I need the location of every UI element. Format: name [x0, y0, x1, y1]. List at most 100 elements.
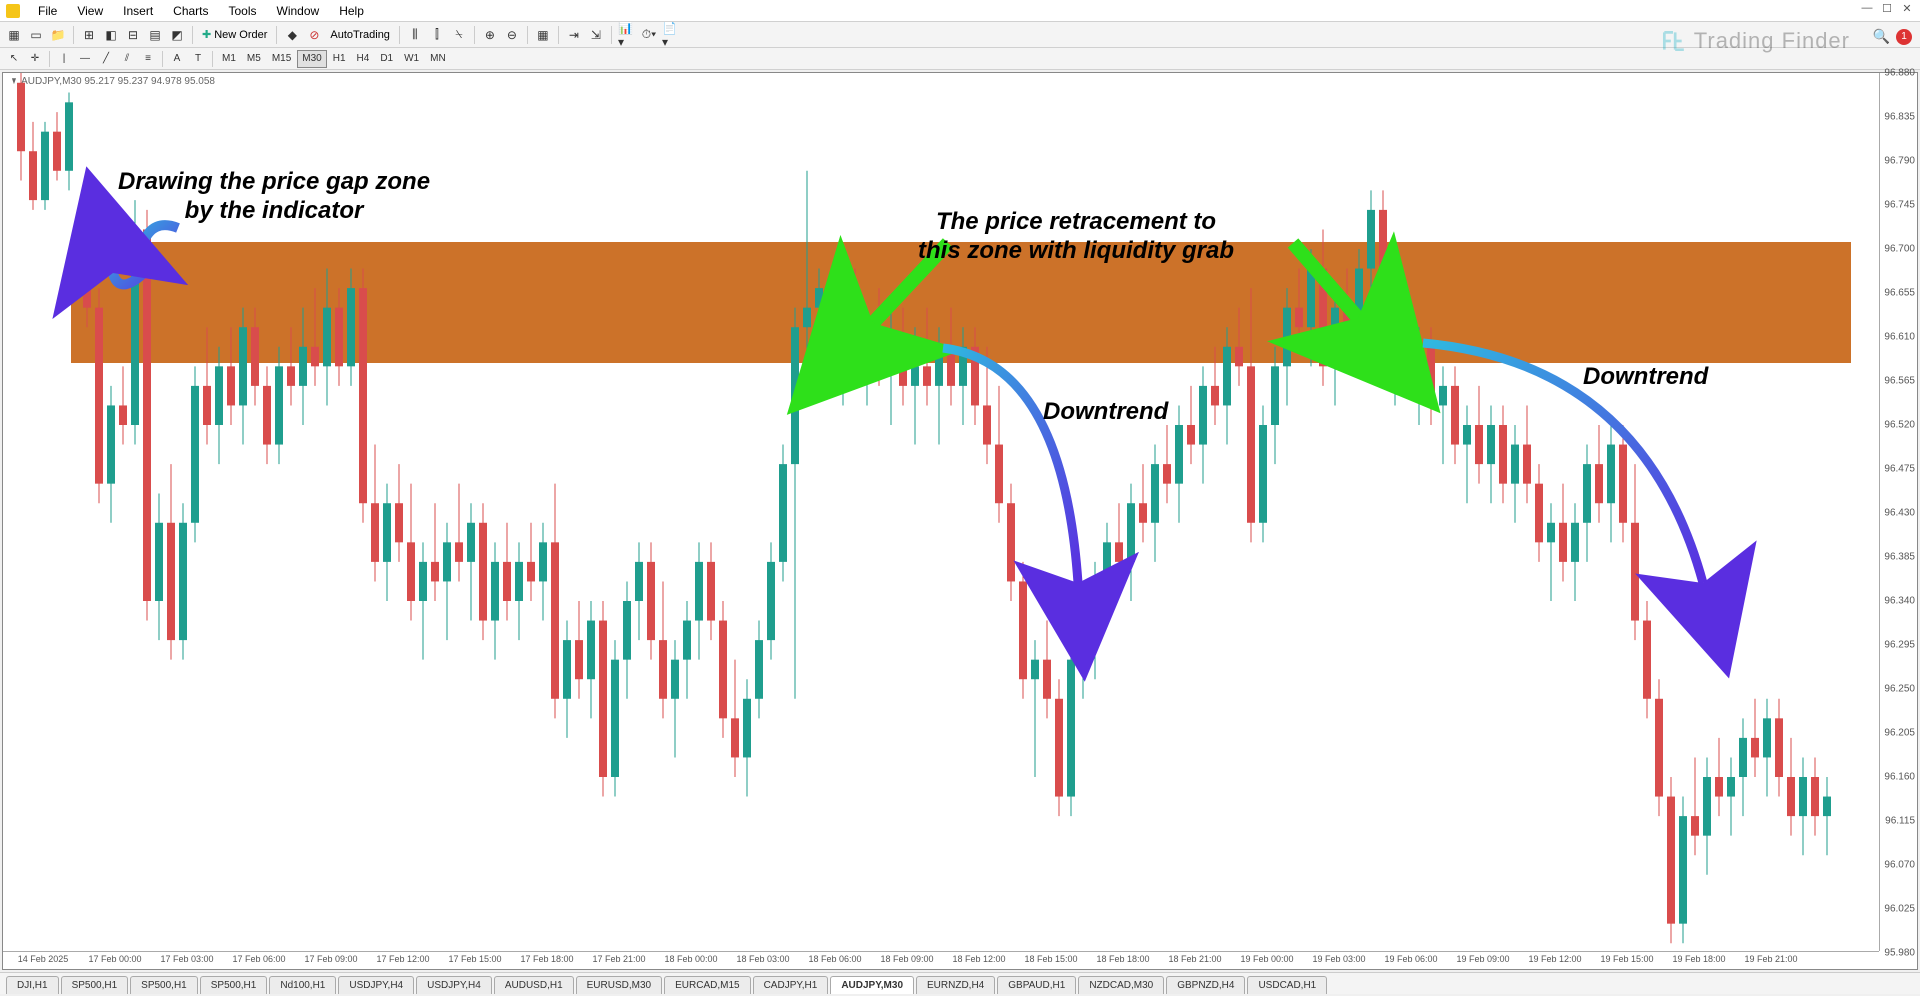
timeframe-m30[interactable]: M30 [297, 50, 326, 68]
menu-tools[interactable]: Tools [219, 4, 267, 18]
xaxis-label: 17 Feb 03:00 [160, 954, 213, 964]
timeframe-m5[interactable]: M5 [242, 50, 266, 68]
xaxis-label: 17 Feb 15:00 [448, 954, 501, 964]
logo-icon [1660, 28, 1686, 54]
profiles-icon[interactable]: ▭ [26, 25, 46, 45]
menu-file[interactable]: File [28, 4, 67, 18]
maximize-button[interactable]: ☐ [1880, 2, 1894, 15]
chart-tab[interactable]: USDCAD,H1 [1247, 976, 1327, 994]
menu-view[interactable]: View [67, 4, 113, 18]
annotation-downtrend-2: Downtrend [1583, 363, 1708, 392]
xaxis-label: 18 Feb 21:00 [1168, 954, 1221, 964]
zoom-in-icon[interactable]: ⊕ [480, 25, 500, 45]
timeframe-h1[interactable]: H1 [328, 50, 351, 68]
chart-canvas[interactable]: Drawing the price gap zoneby the indicat… [3, 73, 1879, 951]
annotation-gap-zone: Drawing the price gap zoneby the indicat… [118, 168, 430, 226]
strategy-tester-icon[interactable]: ◩ [167, 25, 187, 45]
header-right: 🔍 1 [1873, 28, 1912, 45]
main-toolbar: ▦ ▭ 📁 ⊞ ◧ ⊟ ▤ ◩ ✚New Order ◆ ⊘ AutoTradi… [0, 22, 1920, 48]
drawing-toolbar: ↖ ✛ | — ╱ ⫽ ≡ A T M1M5M15M30H1H4D1W1MN [0, 48, 1920, 70]
vline-icon[interactable]: | [54, 50, 74, 68]
yaxis-label: 96.700 [1884, 244, 1915, 255]
templates-icon[interactable]: 📄▾ [661, 25, 681, 45]
close-button[interactable]: ✕ [1900, 2, 1914, 15]
chart-tab[interactable]: USDJPY,H4 [416, 976, 492, 994]
cursor-icon[interactable]: ↖ [4, 50, 24, 68]
timeframe-h4[interactable]: H4 [352, 50, 375, 68]
auto-scroll-icon[interactable]: ⇲ [586, 25, 606, 45]
chart-tab[interactable]: SP500,H1 [130, 976, 198, 994]
yaxis-label: 96.160 [1884, 772, 1915, 783]
notification-badge[interactable]: 1 [1896, 29, 1912, 45]
zoom-out-icon[interactable]: ⊖ [502, 25, 522, 45]
yaxis-label: 96.295 [1884, 640, 1915, 651]
annotation-downtrend-1: Downtrend [1043, 398, 1168, 427]
timeframe-m1[interactable]: M1 [217, 50, 241, 68]
chart-tab[interactable]: GBPNZD,H4 [1166, 976, 1245, 994]
yaxis-label: 96.880 [1884, 68, 1915, 79]
navigator-icon[interactable]: ⊟ [123, 25, 143, 45]
menu-charts[interactable]: Charts [163, 4, 218, 18]
chart-tab[interactable]: SP500,H1 [200, 976, 268, 994]
chart-tab[interactable]: EURUSD,M30 [576, 976, 662, 994]
yaxis-label: 96.340 [1884, 596, 1915, 607]
meta-icon[interactable]: ◆ [282, 25, 302, 45]
chart-tab[interactable]: CADJPY,H1 [753, 976, 829, 994]
menu-insert[interactable]: Insert [113, 4, 163, 18]
xaxis-label: 19 Feb 21:00 [1744, 954, 1797, 964]
chart-tab[interactable]: NZDCAD,M30 [1078, 976, 1164, 994]
line-chart-icon[interactable]: ⍀ [449, 25, 469, 45]
tile-icon[interactable]: ▦ [533, 25, 553, 45]
xaxis-label: 18 Feb 18:00 [1096, 954, 1149, 964]
market-watch-icon[interactable]: ⊞ [79, 25, 99, 45]
timeframe-w1[interactable]: W1 [399, 50, 424, 68]
chart-tab[interactable]: EURCAD,M15 [664, 976, 750, 994]
fibo-icon[interactable]: ≡ [138, 50, 158, 68]
open-icon[interactable]: 📁 [48, 25, 68, 45]
chart-tab[interactable]: SP500,H1 [61, 976, 129, 994]
xaxis-label: 18 Feb 12:00 [952, 954, 1005, 964]
candle-chart-icon[interactable]: ⫿ [427, 25, 447, 45]
annotation-retracement: The price retracement tothis zone with l… [918, 208, 1234, 266]
timeframe-mn[interactable]: MN [425, 50, 451, 68]
chart-tab[interactable]: AUDJPY,M30 [830, 976, 914, 994]
text-icon[interactable]: A [167, 50, 187, 68]
xaxis-label: 17 Feb 06:00 [232, 954, 285, 964]
hline-icon[interactable]: — [75, 50, 95, 68]
yaxis-label: 96.835 [1884, 112, 1915, 123]
chart-tab[interactable]: EURNZD,H4 [916, 976, 995, 994]
channel-icon[interactable]: ⫽ [117, 50, 137, 68]
bar-chart-icon[interactable]: ⫼ [405, 25, 425, 45]
app-icon [6, 4, 20, 18]
terminal-icon[interactable]: ▤ [145, 25, 165, 45]
shift-end-icon[interactable]: ⇥ [564, 25, 584, 45]
chart-tab[interactable]: USDJPY,H4 [338, 976, 414, 994]
expert-icon[interactable]: ⊘ [304, 25, 324, 45]
indicators-icon[interactable]: 📊▾ [617, 25, 637, 45]
crosshair-icon[interactable]: ✛ [25, 50, 45, 68]
xaxis-label: 17 Feb 12:00 [376, 954, 429, 964]
yaxis-label: 96.655 [1884, 288, 1915, 299]
autotrading-button[interactable]: AutoTrading [326, 29, 394, 41]
chart-tab[interactable]: GBPAUD,H1 [997, 976, 1076, 994]
xaxis-label: 19 Feb 03:00 [1312, 954, 1365, 964]
menu-help[interactable]: Help [329, 4, 374, 18]
text-label-icon[interactable]: T [188, 50, 208, 68]
menu-window[interactable]: Window [267, 4, 330, 18]
xaxis-label: 19 Feb 12:00 [1528, 954, 1581, 964]
new-order-button[interactable]: ✚New Order [198, 28, 271, 41]
periods-icon[interactable]: ⏱▾ [639, 25, 659, 45]
minimize-button[interactable]: — [1860, 2, 1874, 15]
chart-tab[interactable]: DJI,H1 [6, 976, 59, 994]
xaxis-label: 17 Feb 09:00 [304, 954, 357, 964]
timeframe-d1[interactable]: D1 [375, 50, 398, 68]
chart-tab[interactable]: Nd100,H1 [269, 976, 336, 994]
data-window-icon[interactable]: ◧ [101, 25, 121, 45]
search-icon[interactable]: 🔍 [1873, 28, 1890, 45]
xaxis-label: 19 Feb 18:00 [1672, 954, 1725, 964]
chart-tab[interactable]: AUDUSD,H1 [494, 976, 574, 994]
timeframe-m15[interactable]: M15 [267, 50, 296, 68]
trendline-icon[interactable]: ╱ [96, 50, 116, 68]
yaxis-label: 96.205 [1884, 728, 1915, 739]
new-chart-icon[interactable]: ▦ [4, 25, 24, 45]
